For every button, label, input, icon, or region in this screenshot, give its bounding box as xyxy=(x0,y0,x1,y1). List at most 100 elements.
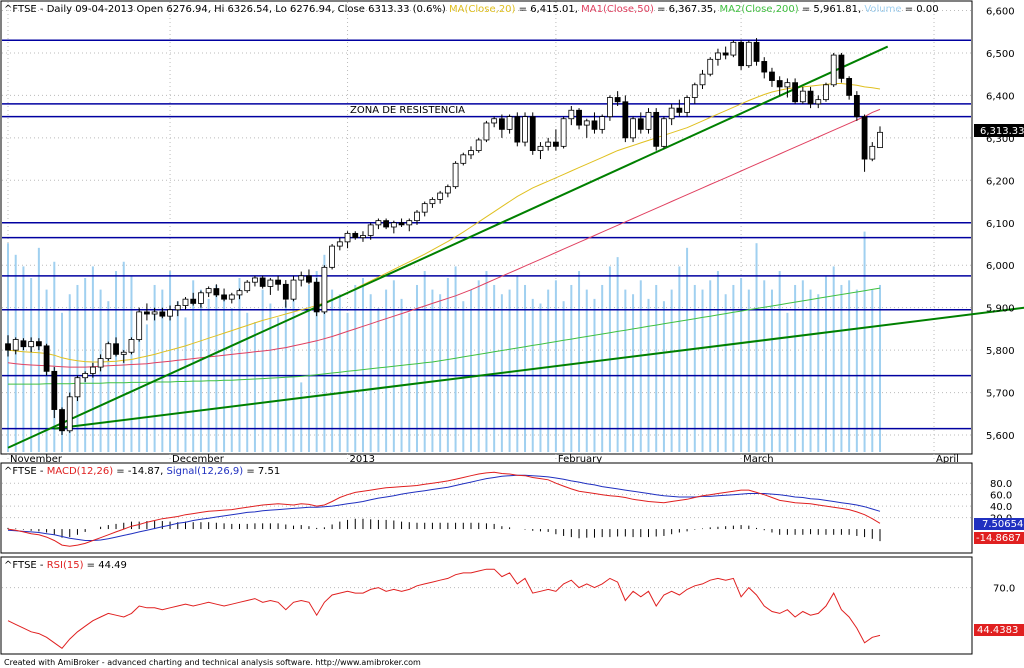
ma50-value: = 6,367.35, xyxy=(657,4,716,15)
last-price-label: 6,313.33 xyxy=(980,126,1024,137)
candle-down xyxy=(776,80,783,88)
signal-label: Signal(12,26,9) xyxy=(166,466,243,477)
candle-down xyxy=(807,90,814,105)
volume-bar xyxy=(192,280,195,452)
candle-up xyxy=(877,131,883,149)
candle-up xyxy=(12,339,19,351)
candle-up xyxy=(421,203,428,213)
candle-up xyxy=(128,339,135,353)
candle-up xyxy=(406,220,413,226)
macd-tick-label: 60.0 xyxy=(990,491,1012,502)
volume-bar xyxy=(307,284,310,452)
candle-down xyxy=(614,97,621,103)
candle-up xyxy=(174,305,181,311)
volume-bar xyxy=(223,294,226,452)
svg-text:^FTSE - Daily 09-04-2013 Open: ^FTSE - Daily 09-04-2013 Open 6276.94, H… xyxy=(4,4,939,15)
month-label: November xyxy=(10,454,63,465)
y-tick-label: 5,800 xyxy=(986,346,1015,357)
rsi-header: ^FTSE - RSI(15) = 44.49 xyxy=(4,560,127,571)
candle-up xyxy=(730,41,737,56)
candle-down xyxy=(637,118,644,130)
candle-up xyxy=(545,141,552,147)
volume-bar xyxy=(855,289,858,452)
candle-up xyxy=(661,118,667,147)
candle-down xyxy=(43,345,50,372)
volume-bar xyxy=(377,308,380,452)
macd-grid xyxy=(2,482,971,519)
y-tick-label: 6,200 xyxy=(986,176,1015,187)
volume-bar xyxy=(107,301,110,452)
volume-bar xyxy=(655,284,658,452)
y-tick-label: 6,000 xyxy=(986,261,1015,272)
volume-bar xyxy=(539,303,542,452)
volume-bar xyxy=(68,294,71,452)
last-price-badge xyxy=(974,124,1024,137)
volume-bar xyxy=(709,280,712,452)
candle-down xyxy=(792,82,799,103)
volume-bar xyxy=(385,289,388,452)
volume-bar xyxy=(755,243,758,452)
candle-down xyxy=(5,343,11,351)
candle-down xyxy=(853,94,860,118)
candle-down xyxy=(221,294,227,300)
candle-up xyxy=(537,145,544,151)
resistance-zone-label: ZONA DE RESISTENCIA xyxy=(350,105,465,116)
rsi-badge xyxy=(974,624,1024,636)
candle-up xyxy=(568,109,575,120)
price-y-axis: 5,600 5,700 5,800 5,900 6,000 6,100 6,200 6,300… xyxy=(986,6,1015,442)
candle-down xyxy=(275,279,281,285)
candle-down xyxy=(753,41,760,62)
volume-bar xyxy=(91,266,94,452)
candle-up xyxy=(167,309,173,317)
volume-bar xyxy=(585,289,588,452)
volume-bar xyxy=(331,289,334,452)
volume-bar xyxy=(817,294,820,452)
candle-down xyxy=(591,120,598,130)
candle-up xyxy=(869,145,876,160)
rsi-label: RSI(15) xyxy=(47,560,84,571)
month-label: February xyxy=(558,454,602,465)
macd-tick-label: 80.0 xyxy=(990,479,1012,490)
candle-down xyxy=(498,118,505,130)
macd-value: = -14.87, xyxy=(116,466,163,477)
candle-up xyxy=(375,220,382,226)
volume-bar xyxy=(415,284,418,452)
rsi-panel: ^FTSE - RSI(15) = 44.49 70.0 44.4383 xyxy=(0,556,1024,655)
volume-bar xyxy=(53,261,56,452)
candle-up xyxy=(522,116,528,143)
volume-bar xyxy=(446,278,449,452)
volume-bar xyxy=(199,289,202,452)
volume-bar xyxy=(848,280,851,452)
candle-down xyxy=(846,78,853,96)
candle-up xyxy=(136,311,143,340)
volume-bar xyxy=(701,289,704,452)
candle-up xyxy=(560,118,567,147)
candle-up xyxy=(321,266,328,313)
month-axis: November December 2013 February March April xyxy=(10,454,959,465)
volume-bar xyxy=(570,284,573,452)
volume-bar xyxy=(61,312,64,452)
trendline xyxy=(7,45,889,449)
candle-down xyxy=(552,141,559,147)
candle-up xyxy=(444,186,451,194)
candle-down xyxy=(213,288,220,296)
volume-bar xyxy=(493,284,496,452)
candle-up xyxy=(28,341,35,348)
macd-panel: ^FTSE - MACD(12,26) = -14.87, Signal(12,… xyxy=(0,462,1024,554)
candle-up xyxy=(745,41,752,67)
volume-bar xyxy=(778,271,781,452)
candle-down xyxy=(861,116,868,160)
trendline xyxy=(54,306,1024,430)
macd-label: MACD(12,26) xyxy=(47,466,114,477)
candle-down xyxy=(761,61,768,73)
candle-down xyxy=(144,311,150,315)
volume-bar xyxy=(161,289,164,452)
volume-bar xyxy=(22,266,25,452)
volume-bar xyxy=(485,271,488,452)
rsi-symbol: ^FTSE xyxy=(4,560,37,571)
volume-bar xyxy=(176,301,179,452)
candle-down xyxy=(159,311,166,317)
signal-value: = 7.51 xyxy=(246,466,280,477)
candle-up xyxy=(645,111,652,130)
candle-down xyxy=(282,283,289,300)
